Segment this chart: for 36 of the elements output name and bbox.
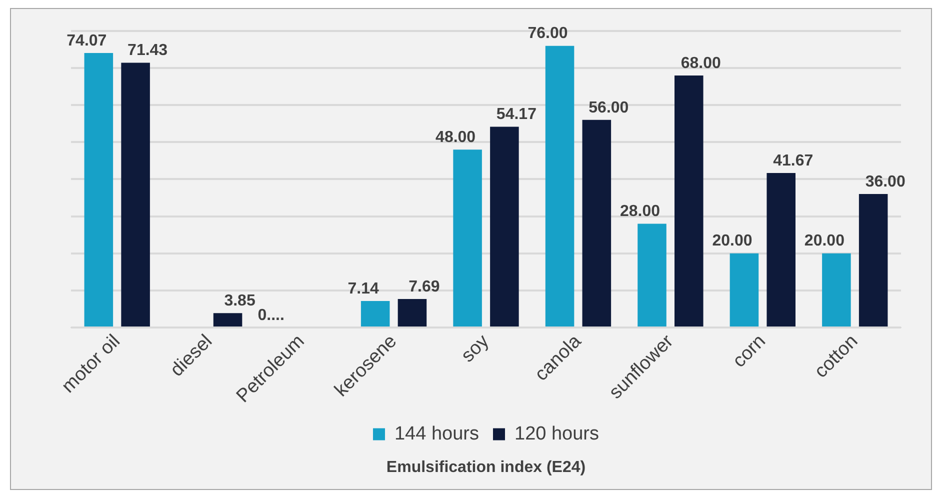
bar (121, 62, 150, 326)
bar (545, 46, 574, 326)
data-label: 3.85 (224, 292, 256, 310)
data-label: 41.67 (773, 152, 814, 170)
x-tick-label: corn (728, 330, 770, 372)
bar (213, 313, 242, 326)
bar (360, 300, 390, 326)
data-label: 36.00 (865, 173, 906, 190)
data-label: 7.69 (408, 278, 440, 296)
data-label: 74.07 (66, 32, 107, 50)
data-label: 7.14 (348, 280, 380, 298)
legend-label: 144 hours (394, 424, 480, 445)
data-label: 20.00 (804, 232, 845, 250)
data-label: 28.00 (620, 203, 660, 220)
bar (453, 150, 482, 326)
bar (398, 298, 427, 326)
data-label: 68.00 (680, 54, 722, 72)
bar (858, 194, 888, 326)
bar (582, 120, 612, 326)
bar (638, 224, 666, 326)
data-label: 0.... (258, 306, 284, 324)
data-label: 20.00 (712, 232, 752, 250)
bar (766, 173, 796, 326)
legend-label: 120 hours (514, 424, 600, 445)
bar (84, 52, 114, 326)
data-label: 56.00 (588, 99, 629, 116)
x-axis-title: Emulsification index (E24) (386, 458, 586, 476)
data-label: 71.43 (128, 42, 168, 60)
data-label: 48.00 (436, 128, 476, 146)
bar (490, 126, 519, 326)
bar (730, 253, 759, 326)
x-tick-label: soy (457, 330, 494, 367)
bar (822, 253, 851, 326)
bar (674, 75, 704, 326)
data-label: 76.00 (528, 25, 568, 42)
data-label: 54.17 (496, 106, 537, 124)
